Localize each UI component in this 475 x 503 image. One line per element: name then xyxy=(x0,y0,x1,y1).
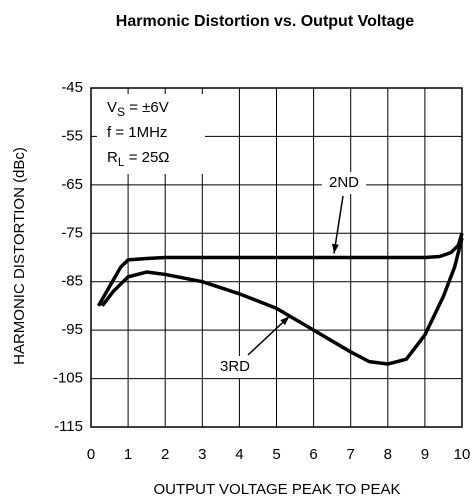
line-series xyxy=(96,232,464,307)
x-tick-label: 3 xyxy=(198,446,206,463)
y-tick-label: -85 xyxy=(61,273,83,290)
x-tick-label: 8 xyxy=(384,446,392,463)
arrow xyxy=(247,315,290,356)
series-label: 3RD xyxy=(220,358,250,375)
annotation-bg xyxy=(97,94,205,174)
x-tick-label: 2 xyxy=(161,446,169,463)
arrow xyxy=(333,195,344,254)
x-tick-label: 4 xyxy=(235,446,243,463)
label-bg xyxy=(210,356,260,378)
series-label: 2ND xyxy=(329,174,359,191)
annotation-text: = 25Ω xyxy=(125,149,170,166)
plot-frame xyxy=(90,87,463,428)
x-tick-label: 0 xyxy=(87,446,95,463)
annotation-text: f = 1MHz xyxy=(107,124,167,141)
y-tick-label: -105 xyxy=(53,370,83,387)
annotation-sub: L xyxy=(118,155,125,169)
y-tick-label: -55 xyxy=(61,127,83,144)
y-tick-label: -75 xyxy=(61,224,83,241)
x-tick-label: 10 xyxy=(454,446,471,463)
annotation: VS = ±6V xyxy=(107,99,169,119)
x-tick-label: 6 xyxy=(309,446,317,463)
y-tick-label: -45 xyxy=(61,79,83,96)
annotation-text: R xyxy=(107,149,118,166)
annotation-text: V xyxy=(107,99,117,116)
annotation-text: = ±6V xyxy=(125,99,169,116)
annotation: f = 1MHz xyxy=(107,124,167,141)
y-tick-label: -95 xyxy=(61,321,83,338)
x-axis-label: OUTPUT VOLTAGE PEAK TO PEAK xyxy=(153,481,400,498)
arrow-head xyxy=(280,316,290,326)
x-tick-label: 1 xyxy=(124,446,132,463)
x-tick-label: 7 xyxy=(347,446,355,463)
x-tick-label: 5 xyxy=(272,446,280,463)
line-series xyxy=(100,237,464,366)
x-tick-label: 9 xyxy=(421,446,429,463)
label-bg xyxy=(322,172,366,194)
annotation: RL = 25Ω xyxy=(107,149,170,169)
chart-title: Harmonic Distortion vs. Output Voltage xyxy=(116,13,414,30)
arrow-head xyxy=(332,243,339,254)
y-tick-label: -115 xyxy=(54,418,83,435)
annotation-sub: S xyxy=(117,105,125,119)
y-tick-label: -65 xyxy=(61,176,83,193)
y-axis-label: HARMONIC DISTORTION (dBc) xyxy=(11,147,28,365)
